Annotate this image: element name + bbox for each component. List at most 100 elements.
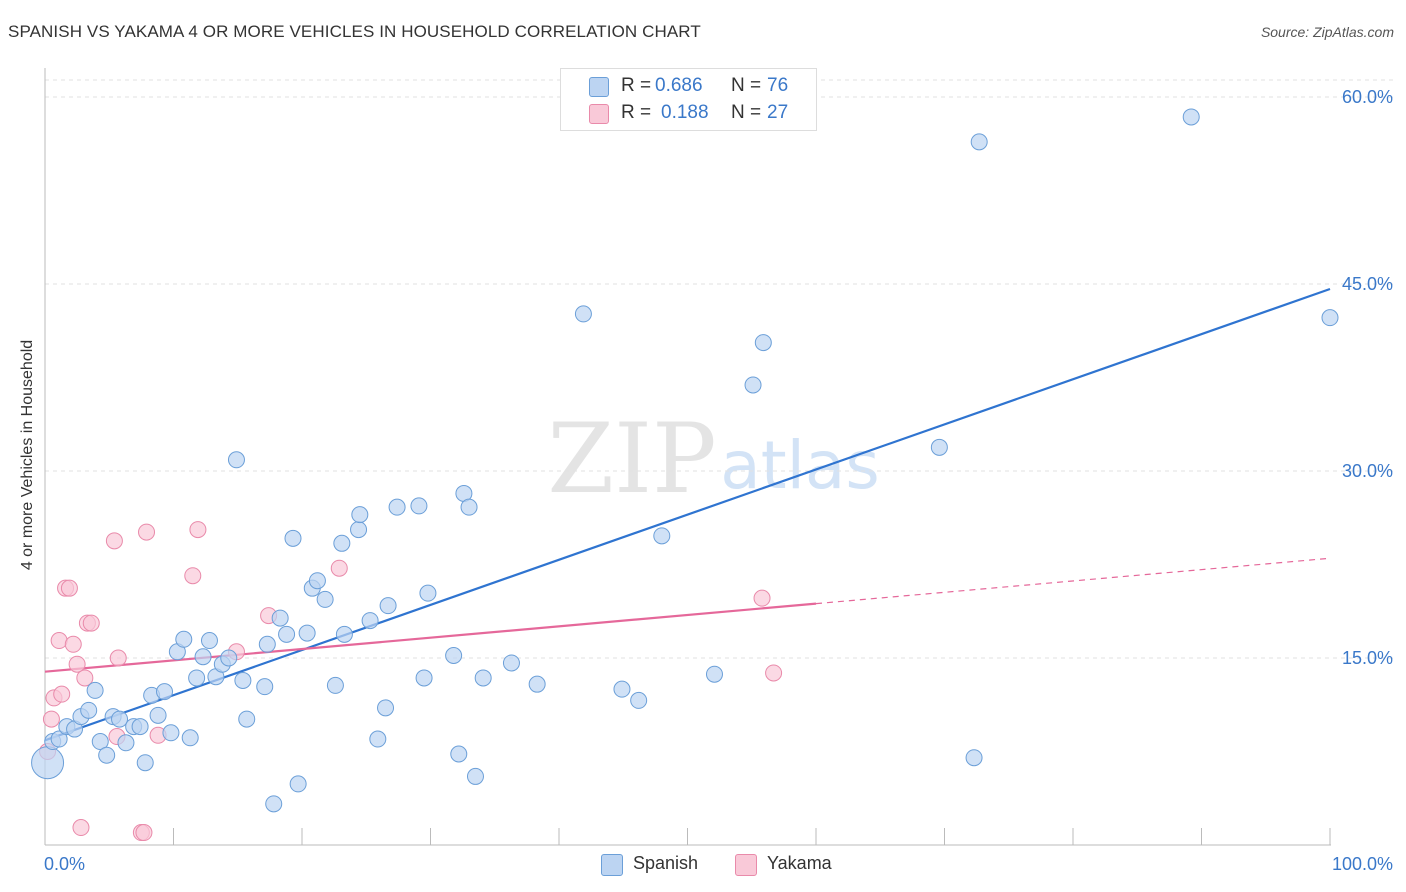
- yakama-point: [60, 579, 78, 597]
- spanish-point: [1182, 108, 1200, 126]
- spanish-point: [466, 767, 484, 785]
- spanish-point: [200, 632, 218, 650]
- spanish-point: [271, 609, 289, 627]
- yakama-point: [109, 649, 127, 667]
- spanish-point: [653, 527, 671, 545]
- spanish-point: [181, 729, 199, 747]
- yakama-point: [50, 632, 68, 650]
- spanish-point: [410, 497, 428, 515]
- correlation-legend: R = 0.686 N = 76 R = 0.188 N = 27: [560, 68, 817, 131]
- spanish-point: [50, 730, 68, 748]
- spanish-point: [377, 699, 395, 717]
- yakama-point: [76, 669, 94, 687]
- spanish-n-label: N =: [731, 75, 762, 96]
- spanish-point: [445, 647, 463, 665]
- data-points: [31, 108, 1339, 842]
- spanish-point: [256, 678, 274, 696]
- watermark-zip: ZIP: [547, 403, 716, 515]
- spanish-point: [460, 498, 478, 516]
- spanish-point: [502, 654, 520, 672]
- spanish-point: [98, 746, 116, 764]
- series-legend: Spanish Yakama: [0, 852, 1406, 878]
- spanish-point: [308, 572, 326, 590]
- y-tick-label: 30.0%: [1342, 461, 1393, 481]
- spanish-r-label: R =: [621, 75, 652, 96]
- spanish-legend-swatch: [601, 854, 623, 876]
- x-ticks: [44, 828, 1331, 845]
- spanish-point: [930, 438, 948, 456]
- spanish-point: [705, 665, 723, 683]
- spanish-point: [744, 376, 762, 394]
- yakama-point: [105, 532, 123, 550]
- spanish-point: [316, 590, 334, 608]
- spanish-point: [265, 795, 283, 813]
- spanish-point: [333, 534, 351, 552]
- yakama-point: [330, 559, 348, 577]
- yakama-point: [53, 685, 71, 703]
- spanish-point: [613, 680, 631, 698]
- yakama-trend-line: [44, 602, 817, 673]
- spanish-point: [86, 681, 104, 699]
- spanish-point: [419, 584, 437, 602]
- yakama-swatch: [589, 104, 609, 124]
- spanish-point: [149, 706, 167, 724]
- spanish-point: [474, 669, 492, 687]
- yakama-point: [135, 824, 153, 842]
- spanish-point: [388, 498, 406, 516]
- spanish-point: [131, 718, 149, 736]
- spanish-point: [326, 676, 344, 694]
- spanish-point: [188, 669, 206, 687]
- yakama-legend-swatch: [735, 854, 757, 876]
- spanish-point: [284, 529, 302, 547]
- watermark: ZIP atlas: [547, 403, 879, 515]
- yakama-point: [64, 635, 82, 653]
- y-tick-label: 45.0%: [1342, 274, 1393, 294]
- spanish-point: [31, 746, 65, 780]
- watermark-atlas: atlas: [720, 427, 880, 504]
- spanish-point: [117, 734, 135, 752]
- spanish-point: [335, 625, 353, 643]
- source-label: Source: ZipAtlas.com: [1260, 24, 1394, 40]
- spanish-point: [220, 649, 238, 667]
- yakama-point: [42, 710, 60, 728]
- spanish-point: [278, 625, 296, 643]
- y-tick-labels: 15.0% 30.0% 45.0% 60.0%: [1342, 87, 1393, 668]
- spanish-swatch: [589, 77, 609, 97]
- x-tick-label: 100.0%: [1332, 854, 1393, 874]
- yakama-r-value: 0.188: [661, 102, 709, 123]
- chart-title: SPANISH VS YAKAMA 4 OR MORE VEHICLES IN …: [8, 22, 701, 41]
- gridlines: [45, 79, 1395, 659]
- spanish-point: [238, 710, 256, 728]
- spanish-point: [1321, 309, 1339, 327]
- spanish-point: [754, 334, 772, 352]
- y-tick-label: 15.0%: [1342, 648, 1393, 668]
- spanish-point: [298, 624, 316, 642]
- spanish-point: [258, 635, 276, 653]
- spanish-point: [156, 683, 174, 701]
- spanish-point: [111, 710, 129, 728]
- spanish-point: [350, 521, 368, 539]
- spanish-legend-label: Spanish: [633, 853, 699, 873]
- yakama-point: [68, 655, 86, 673]
- spanish-point: [528, 675, 546, 693]
- yakama-r-label: R =: [621, 102, 652, 123]
- spanish-r-value: 0.686: [655, 75, 703, 96]
- spanish-point: [289, 775, 307, 793]
- yakama-n-label: N =: [731, 102, 762, 123]
- spanish-point: [351, 506, 369, 524]
- spanish-point: [162, 724, 180, 742]
- spanish-point: [965, 749, 983, 767]
- x-tick-label: 0.0%: [44, 854, 85, 874]
- yakama-point: [189, 521, 207, 539]
- yakama-n-value: 27: [767, 102, 789, 123]
- spanish-point: [630, 691, 648, 709]
- spanish-point: [227, 451, 245, 469]
- y-tick-label: 60.0%: [1342, 87, 1393, 107]
- spanish-point: [136, 754, 154, 772]
- spanish-point: [450, 745, 468, 763]
- yakama-trend-extension: [815, 557, 1331, 605]
- spanish-point: [91, 733, 109, 751]
- yakama-point: [753, 589, 771, 607]
- yakama-point: [82, 614, 100, 632]
- spanish-point: [415, 669, 433, 687]
